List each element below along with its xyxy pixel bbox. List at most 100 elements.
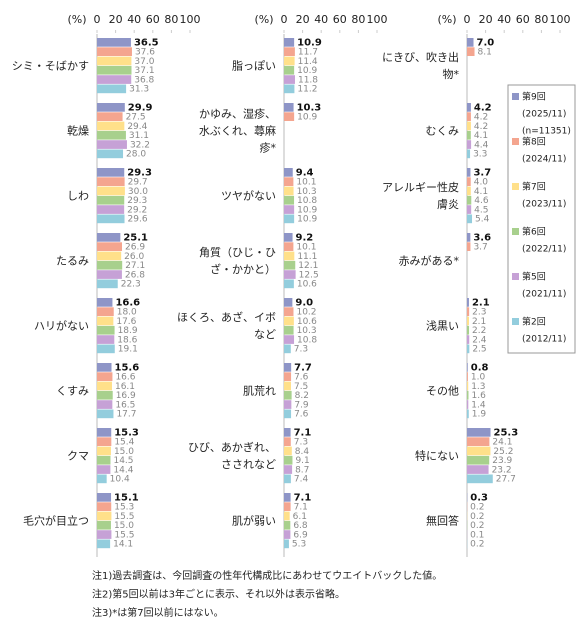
bar (284, 177, 294, 186)
category-label: シミ・そばかす (12, 60, 89, 73)
bar (284, 279, 294, 289)
data-label: 6.9 (293, 530, 308, 540)
bar (467, 409, 469, 419)
bar (97, 455, 111, 465)
bar (284, 446, 292, 456)
data-label: 14.1 (113, 540, 133, 550)
data-label: 1.4 (471, 400, 486, 410)
bar (97, 465, 111, 474)
axis-unit: (%) (254, 13, 273, 26)
data-label: 22.3 (121, 280, 141, 290)
category-label: ざ・かかと） (210, 262, 276, 276)
data-label: 37.0 (134, 57, 154, 67)
note: 注3)*は第7回以前にはない。 (92, 606, 224, 619)
bar (97, 56, 132, 66)
data-label: 8.4 (295, 447, 310, 457)
bar (97, 409, 114, 419)
category-label: ハリがない (34, 319, 89, 333)
bar (284, 205, 295, 214)
bar (97, 260, 123, 270)
bar (467, 140, 472, 149)
data-label: 29.6 (128, 215, 148, 225)
bar (467, 428, 491, 437)
bar (284, 195, 295, 205)
x-tick-label: 60 (333, 13, 347, 26)
data-label: 8.2 (295, 391, 309, 401)
data-label: 10.8 (297, 196, 317, 206)
bar (284, 316, 294, 326)
data-label: 0.3 (470, 493, 488, 504)
bar (284, 437, 291, 446)
bar (467, 149, 471, 159)
data-label: 16.5 (115, 400, 135, 410)
data-label: 2.5 (472, 345, 486, 355)
data-label: 29.4 (127, 122, 147, 132)
bar (284, 539, 289, 549)
data-label: 10.6 (297, 280, 317, 290)
x-tick-label: 100 (550, 13, 571, 26)
data-label: 11.8 (298, 75, 318, 85)
data-label: 18.0 (117, 307, 137, 317)
axis-unit: (%) (437, 13, 456, 26)
data-label: 3.7 (473, 242, 487, 252)
data-label: 36.8 (134, 75, 154, 85)
legend-label: 第8回 (522, 136, 546, 148)
data-label: 7.7 (294, 363, 312, 374)
legend-swatch (512, 318, 519, 325)
data-label: 4.0 (474, 177, 489, 187)
data-label: 15.5 (114, 530, 134, 540)
bar (97, 251, 122, 261)
category-label: 赤みがある* (399, 254, 460, 268)
x-tick-label: 80 (351, 13, 365, 26)
data-label: 6.1 (293, 512, 307, 522)
bar (97, 372, 113, 381)
bar (467, 437, 490, 446)
bar (97, 298, 113, 307)
data-label: 16.1 (115, 382, 135, 392)
category-label: 疹* (260, 141, 277, 155)
bar (467, 130, 471, 140)
bar (467, 186, 471, 196)
data-label: 29.3 (127, 196, 147, 206)
data-label: 16.6 (115, 298, 140, 309)
data-label: 27.7 (496, 475, 516, 485)
bar (284, 530, 291, 539)
data-label: 15.6 (115, 363, 140, 374)
bar (97, 363, 112, 372)
bar (97, 242, 123, 251)
bar (97, 307, 114, 316)
data-label: 10.9 (297, 66, 317, 76)
bar (284, 47, 295, 56)
data-label: 1.0 (471, 372, 486, 382)
bar (97, 344, 115, 354)
bar (97, 446, 111, 456)
data-label: 19.1 (118, 345, 138, 355)
legend-period: (2025/11) (522, 110, 566, 120)
data-label: 37.6 (135, 47, 155, 57)
data-label: 0.2 (470, 540, 484, 550)
data-label: 7.3 (294, 437, 308, 447)
category-label: クマ (67, 450, 89, 463)
bar (467, 372, 468, 381)
data-label: 14.4 (113, 465, 133, 475)
bar (467, 335, 470, 344)
bar (97, 270, 122, 279)
data-label: 10.1 (296, 177, 316, 187)
data-label: 18.6 (117, 335, 137, 345)
category-label: にきび、吹き出 (382, 50, 459, 64)
data-label: 1.9 (472, 410, 487, 420)
data-label: 10.6 (297, 317, 317, 327)
bar (467, 214, 473, 224)
data-label: 5.3 (292, 540, 306, 550)
bar (97, 47, 132, 56)
data-label: 15.3 (114, 428, 139, 439)
data-label: 2.1 (472, 298, 490, 309)
data-label: 3.7 (473, 168, 491, 179)
data-label: 1.3 (471, 382, 485, 392)
data-label: 23.9 (492, 456, 512, 466)
category-label: 毛穴が目立つ (23, 514, 89, 528)
bar (284, 260, 296, 270)
data-label: 15.3 (114, 502, 134, 512)
data-label: 12.1 (298, 261, 318, 271)
